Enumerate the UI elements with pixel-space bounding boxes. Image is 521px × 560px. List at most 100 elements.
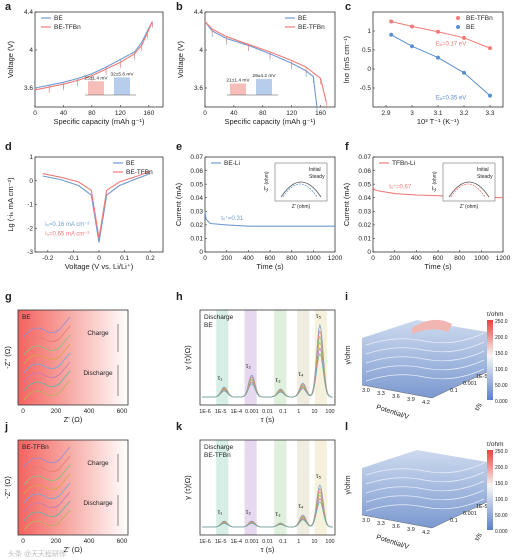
discharge-label: Discharge — [83, 500, 113, 507]
x-tick-label: 600 — [117, 538, 128, 545]
panel-letter-b: b — [176, 1, 183, 13]
nyquist-curve — [23, 343, 71, 365]
drt-curve — [202, 352, 333, 398]
colorbar-tick-label: 250.0 — [495, 449, 508, 455]
nyquist-curve — [23, 334, 71, 356]
y-tick-label: 0.02 — [358, 222, 371, 229]
legend-label: BE — [126, 160, 135, 167]
x-tick-label: 3.6 — [392, 524, 400, 530]
y-tick-label: -1 — [27, 202, 33, 209]
y-tick-label: 4 — [29, 47, 33, 54]
x-tick-label: 0.1 — [120, 255, 129, 262]
inset-x-label: Z' (ohm) — [292, 204, 311, 210]
data-point — [462, 70, 466, 75]
panel-d: -0.2 -0.1 0 0.1 0.2 -3 -2 -1 0 1 Voltage (V vs. Li… — [6, 154, 164, 271]
x-tick-label: -0.1 — [68, 255, 80, 262]
data-point — [436, 29, 440, 34]
x-tick-label: 3.0 — [362, 388, 370, 394]
peak-label: τ₄ — [298, 371, 304, 378]
x-tick-label: 3.3 — [377, 521, 385, 527]
x-tick-label: 1E-4 — [230, 409, 242, 415]
data-point — [389, 32, 394, 37]
panel-tag: BE-TFBn — [204, 452, 231, 459]
x-tick-label: 800 — [286, 255, 297, 262]
surface-ridge — [365, 368, 485, 382]
legend-label: TFBn-Li — [392, 160, 415, 167]
y-axis-label: -Z'' (Ω) — [3, 476, 12, 499]
inset-legend-label: Initial — [309, 167, 321, 173]
plot-frame — [199, 439, 336, 536]
x-tick-label: 2.9 — [381, 110, 390, 117]
y-tick-label: 0.03 — [190, 208, 203, 215]
panel-tag: Discharge — [204, 444, 234, 451]
x-tick-label: 120 — [286, 110, 297, 117]
y-tick-label: 0.5 — [362, 47, 371, 54]
nyquist-curve — [23, 455, 71, 477]
axis-line — [361, 384, 433, 399]
time-constant-band — [244, 440, 257, 535]
x-tick-label: 0.1 — [279, 539, 287, 545]
x-axis-label: Z' (Ω) — [64, 415, 83, 424]
x-axis-label: Time (s) — [424, 262, 452, 271]
time-constant-band — [216, 440, 229, 535]
plot-frame — [199, 309, 336, 406]
colorbar-tick-label: 100.0 — [495, 367, 508, 373]
x-tick-label: 3.2 — [459, 110, 468, 117]
time-constant-band — [274, 310, 287, 405]
plot-frame — [204, 11, 336, 108]
x-tick-label: 1E-4 — [230, 539, 242, 545]
inset-legend-label: Initial — [477, 167, 489, 173]
x-tick-label: 80 — [88, 110, 96, 117]
x-axis-label: Z' (Ω) — [64, 545, 83, 554]
data-point — [488, 46, 492, 51]
panel-tag: Discharge — [204, 314, 234, 321]
surface-ridge — [365, 341, 485, 355]
x-tick-label: 1 — [297, 409, 300, 415]
x-tick-label: 200 — [51, 408, 62, 415]
axis-line — [361, 514, 433, 529]
nyquist-curve — [23, 482, 71, 504]
gradient-background — [18, 440, 128, 535]
time-constant-band — [274, 440, 287, 535]
x-tick-label: 1200 — [328, 255, 343, 262]
inset-bar-label: 21±1.4 mV — [226, 77, 250, 83]
activation-energy-label: Eₐ=0.35 eV — [436, 95, 466, 101]
inset-bar-label: 29±4.2 mV — [252, 73, 276, 79]
x-tick-label: 0.1 — [279, 409, 287, 415]
panel-a: 0 40 80 120 160 3.6 4 4.4 Specific capacity (mAh… — [6, 9, 164, 126]
surface-ridge — [365, 462, 485, 476]
plot-frame — [34, 11, 164, 108]
inset-bar — [114, 77, 130, 95]
z-axis-label: γ/ohm — [345, 475, 352, 494]
x-tick-label: 3.3 — [377, 391, 385, 397]
x-axis-label: τ (s) — [261, 545, 275, 554]
legend-label: BE-TFBn — [466, 15, 493, 22]
x-tick-label: 0.01 — [262, 539, 273, 545]
colorbar-tick-label: 50.00 — [495, 383, 508, 389]
x-tick-label: 10 — [311, 539, 317, 545]
surface-ridge — [365, 350, 485, 364]
panel-letter-f: f — [345, 141, 349, 153]
y-axis-label: Lg (-iₖ mA cm⁻²) — [6, 177, 15, 232]
x-tick-label: 0.2 — [146, 255, 155, 262]
x-tick-label: 3.1 — [433, 110, 442, 117]
panel-letter-c: c — [345, 1, 351, 13]
charge-label: Charge — [87, 330, 109, 337]
x-axis-label: Specific capacity (mAh g⁻¹) — [224, 117, 316, 126]
legend-label: BE — [466, 24, 475, 31]
panel-letter-l: l — [345, 421, 348, 433]
y-tick-label: 0 — [367, 249, 371, 256]
y-tick-label: 0.1 — [450, 388, 458, 394]
data-point — [488, 93, 492, 98]
colorbar-tick-label: 100.0 — [495, 497, 508, 503]
y-axis-label: τ/s — [474, 402, 484, 413]
surface-ridge — [365, 332, 485, 346]
x-tick-label: 0 — [97, 255, 101, 262]
panel-b: 0 40 80 120 160 3.6 4 4.4 Specific capacity (mAh… — [176, 9, 336, 126]
data-point — [410, 44, 414, 49]
charge-label: Charge — [87, 460, 109, 467]
x-axis-label: Specific capacity (mAh g⁻¹) — [53, 117, 145, 126]
axis-line — [431, 501, 488, 529]
series-line-0 — [204, 211, 335, 227]
